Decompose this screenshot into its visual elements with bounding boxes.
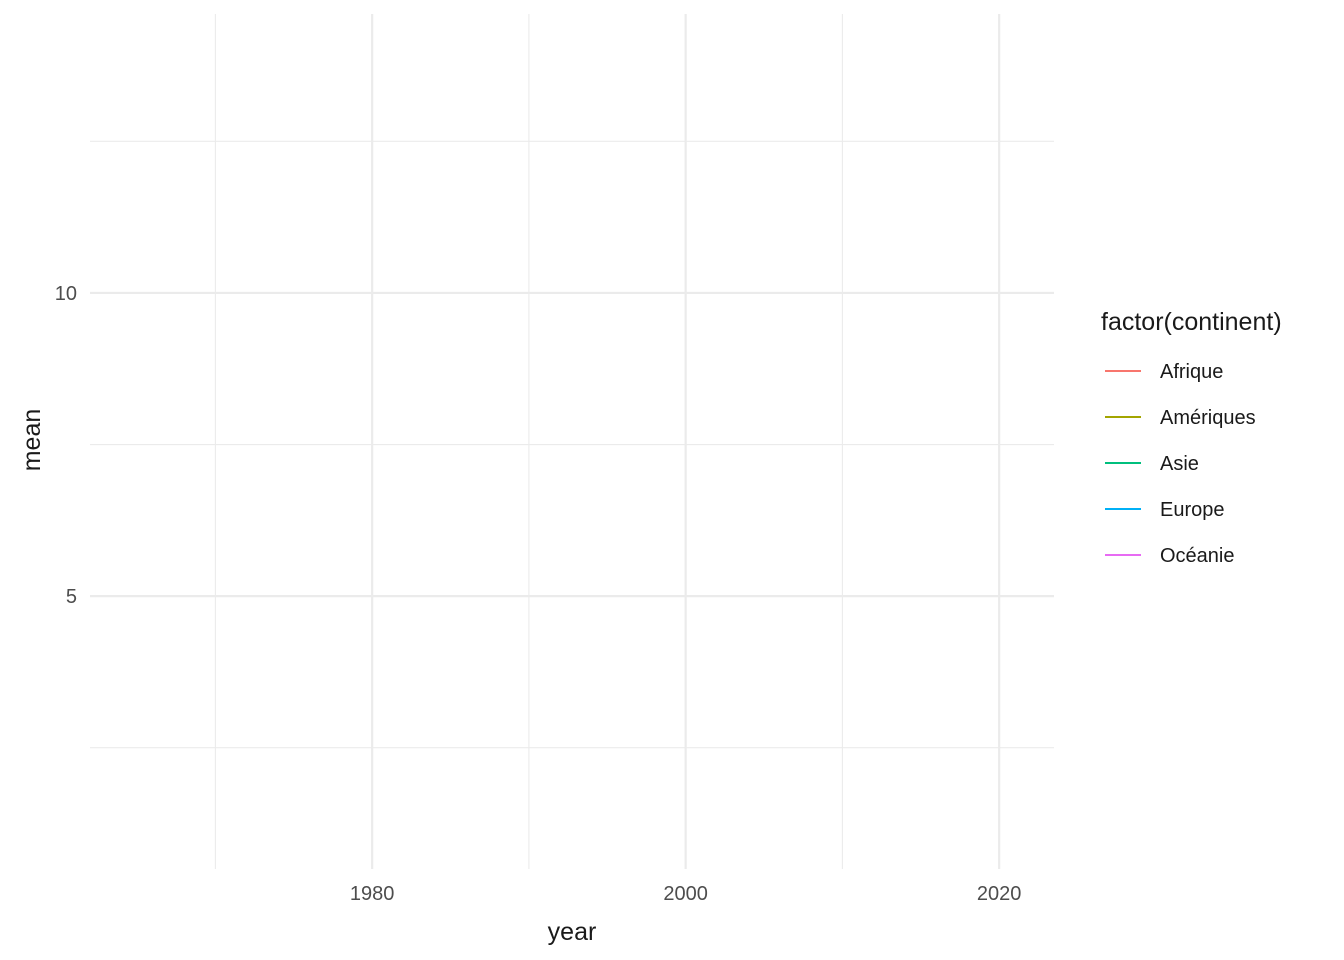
y-axis-ticks: 5 10 [55,283,77,608]
legend-item: Asie [1105,453,1199,475]
x-tick-label: 2020 [977,883,1022,905]
legend: factor(continent) Afrique Amériques Asie Eu… [1101,308,1282,567]
legend-label: Océanie [1160,545,1235,567]
legend-label: Afrique [1160,361,1223,383]
legend-item: Europe [1105,499,1225,521]
minor-gridlines [90,14,1054,869]
y-tick-label: 5 [66,586,77,608]
legend-item: Amériques [1105,407,1256,429]
x-axis-title: year [548,918,597,946]
legend-item: Océanie [1105,545,1235,567]
x-tick-label: 1980 [350,883,395,905]
y-tick-label: 10 [55,283,77,305]
legend-label: Europe [1160,499,1225,521]
y-axis-title: mean [18,409,46,472]
major-gridlines [90,14,1054,869]
x-tick-label: 2000 [663,883,708,905]
x-axis-ticks: 1980 2000 2020 [350,883,1021,905]
legend-item: Afrique [1105,361,1223,383]
legend-label: Amériques [1160,407,1256,429]
legend-label: Asie [1160,453,1199,475]
legend-title: factor(continent) [1101,308,1282,336]
